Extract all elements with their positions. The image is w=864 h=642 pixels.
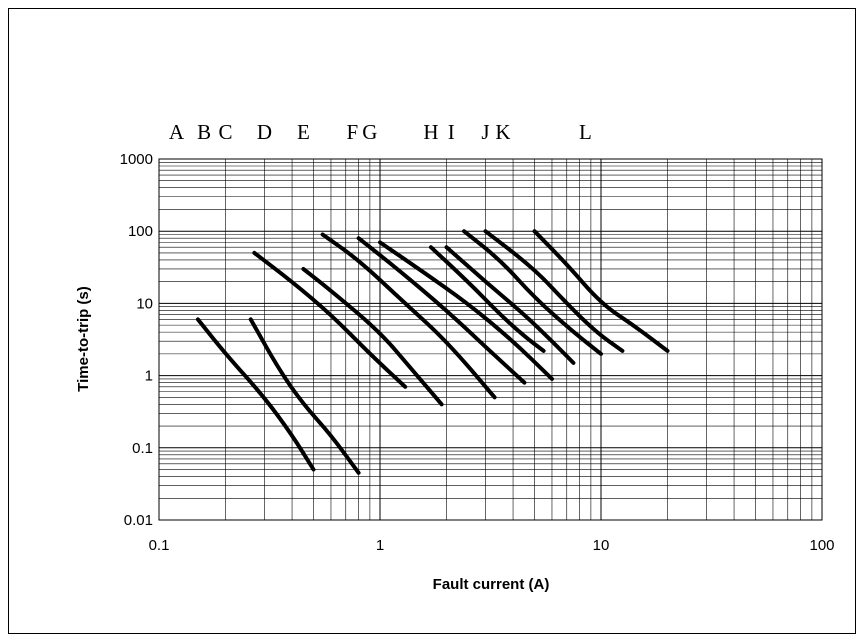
curve-letter-k: K (495, 120, 510, 144)
x-tick-label: 1 (376, 537, 384, 554)
series-layer (195, 229, 670, 475)
curve-letter-e: E (297, 120, 310, 144)
y-axis-title: Time-to-trip (s) (75, 286, 92, 392)
y-tick-label: 0.01 (124, 512, 153, 529)
curve-letter-a: A (169, 120, 185, 144)
trip-curve-11 (483, 229, 625, 353)
plot-border (158, 158, 823, 521)
trip-curve-8 (428, 245, 546, 353)
x-tick-label: 100 (809, 537, 834, 554)
trip-curve-3 (252, 250, 408, 389)
trip-curve-12 (532, 229, 670, 353)
curve-letter-d: D (257, 120, 272, 144)
x-tick-labels: 0.1 1 10 100 (149, 537, 835, 554)
curve-letter-b: B (197, 120, 211, 144)
curve-letter-f: F (347, 120, 359, 144)
curve-letter-l: L (579, 120, 592, 144)
trip-curve-2 (248, 317, 361, 475)
curve-letter-g: G (362, 120, 377, 144)
trip-curve-4 (301, 267, 444, 407)
y-tick-label: 0.1 (132, 440, 153, 457)
x-axis-title: Fault current (A) (433, 576, 550, 593)
curve-letter-j: J (481, 120, 489, 144)
trip-curve-1 (195, 317, 316, 472)
trip-curve-6 (356, 236, 527, 385)
x-tick-label: 10 (593, 537, 610, 554)
y-tick-label: 10 (136, 295, 153, 312)
curve-letter-i: I (448, 120, 455, 144)
trip-curve-5 (320, 232, 497, 400)
trip-curve-7 (378, 240, 554, 381)
y-tick-labels: 0.01 0.1 1 10 100 1000 (120, 151, 153, 529)
y-tick-label: 100 (128, 223, 153, 240)
x-tick-label: 0.1 (149, 537, 170, 554)
curve-letter-c: C (219, 120, 233, 144)
y-tick-label: 1000 (120, 151, 153, 168)
plot-background (159, 159, 822, 520)
trip-curve-10 (462, 229, 603, 356)
curve-letter-h: H (423, 120, 438, 144)
y-tick-label: 1 (145, 368, 153, 385)
trip-curve-9 (444, 245, 576, 365)
